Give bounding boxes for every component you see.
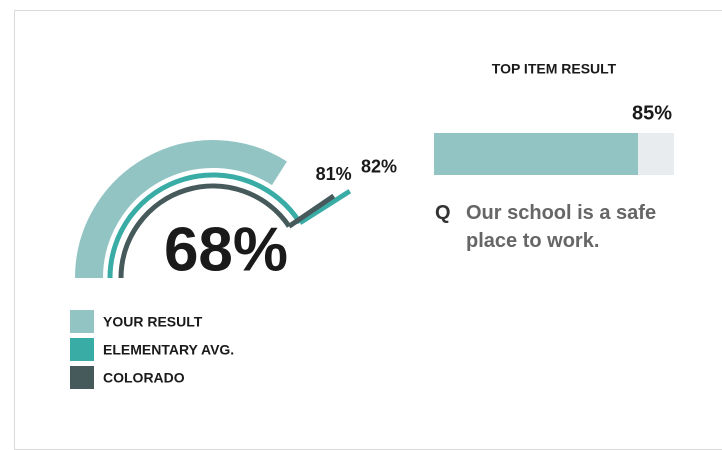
gauge-main-label: 68% [164,215,288,284]
chart: TOP ITEM RESULT 68% YOUR RESULT 82% ELEMENT… [70,61,674,389]
bar [434,133,638,175]
page: TOP ITEM RESULT 68% YOUR RESULT 82% ELEMENT… [14,10,722,450]
legend-label: COLORADO [103,370,185,386]
gauge-tick [298,189,352,225]
legend-swatch [70,310,94,333]
legend-label: YOUR RESULT [103,314,203,330]
gauge-arc [107,172,303,279]
question-marker: Q [435,202,451,224]
legend-label: ELEMENTARY AVG. [103,342,234,358]
gauge-value-label: 81% [316,164,352,184]
legend-swatch [70,338,94,361]
bar-value-label: 85% [632,102,672,124]
question: Our school is a safe place to work. [466,202,657,252]
gauge-arc [118,183,292,279]
gauge-arc [75,140,287,279]
gauge-tick [287,193,336,229]
bar-title: TOP ITEM RESULT [492,61,617,77]
legend-swatch [70,366,94,389]
gauge-value-label: 82% [361,156,397,176]
